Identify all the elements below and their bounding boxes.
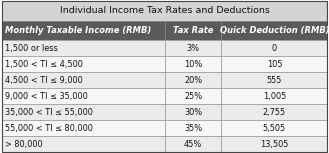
Text: 1,005: 1,005 [263, 92, 286, 101]
Bar [2, 88, 164, 104]
Text: 20%: 20% [184, 76, 202, 85]
Bar [2, 21, 164, 40]
Bar [164, 120, 221, 136]
Text: 25%: 25% [184, 92, 202, 101]
Bar [2, 56, 164, 72]
Bar [221, 88, 327, 104]
Text: Quick Deduction (RMB): Quick Deduction (RMB) [220, 26, 329, 35]
Bar [164, 88, 221, 104]
Bar [221, 72, 327, 88]
Bar [2, 104, 164, 120]
Text: 0: 0 [272, 44, 277, 53]
Text: 105: 105 [267, 60, 282, 69]
Text: 5,505: 5,505 [263, 124, 286, 133]
Text: 1,500 or less: 1,500 or less [5, 44, 58, 53]
Text: 10%: 10% [184, 60, 202, 69]
Text: 3%: 3% [187, 44, 199, 53]
Bar [2, 1, 327, 21]
Bar [164, 72, 221, 88]
Bar [164, 136, 221, 152]
Bar [164, 104, 221, 120]
Text: 35%: 35% [184, 124, 202, 133]
Text: 555: 555 [267, 76, 282, 85]
Text: 4,500 < TI ≤ 9,000: 4,500 < TI ≤ 9,000 [5, 76, 83, 85]
Text: 1,500 < TI ≤ 4,500: 1,500 < TI ≤ 4,500 [5, 60, 83, 69]
Text: 9,000 < TI ≤ 35,000: 9,000 < TI ≤ 35,000 [5, 92, 88, 101]
Text: Tax Rate: Tax Rate [173, 26, 213, 35]
Bar [2, 120, 164, 136]
Bar [164, 40, 221, 56]
Bar [2, 136, 164, 152]
Text: 35,000 < TI ≤ 55,000: 35,000 < TI ≤ 55,000 [5, 108, 93, 117]
Text: > 80,000: > 80,000 [5, 140, 42, 149]
Bar [221, 40, 327, 56]
Bar [2, 40, 164, 56]
Bar [221, 136, 327, 152]
Text: 55,000 < TI ≤ 80,000: 55,000 < TI ≤ 80,000 [5, 124, 93, 133]
Bar [164, 56, 221, 72]
Bar [164, 21, 221, 40]
Bar [221, 21, 327, 40]
Text: 2,755: 2,755 [263, 108, 286, 117]
Bar [2, 72, 164, 88]
Bar [221, 120, 327, 136]
Text: 30%: 30% [184, 108, 202, 117]
Bar [221, 56, 327, 72]
Text: 45%: 45% [184, 140, 202, 149]
Text: Monthly Taxable Income (RMB): Monthly Taxable Income (RMB) [5, 26, 151, 35]
Text: Individual Income Tax Rates and Deductions: Individual Income Tax Rates and Deductio… [60, 6, 269, 15]
Bar [221, 104, 327, 120]
Text: 13,505: 13,505 [260, 140, 289, 149]
